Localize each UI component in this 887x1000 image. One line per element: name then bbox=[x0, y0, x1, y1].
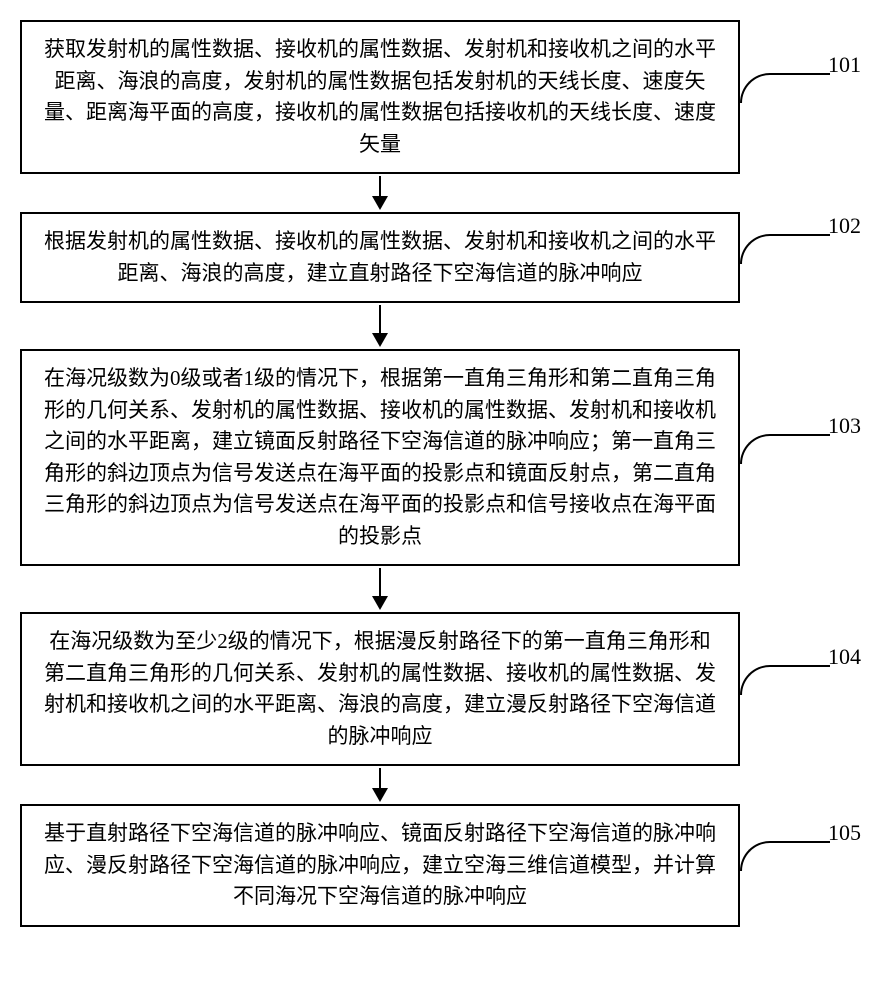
flow-box: 根据发射机的属性数据、接收机的属性数据、发射机和接收机之间的水平距离、海浪的高度… bbox=[20, 212, 740, 303]
step-label: 104 bbox=[828, 644, 861, 670]
flow-box-text: 在海况级数为至少2级的情况下，根据漫反射路径下的第一直角三角形和第二直角三角形的… bbox=[44, 629, 716, 748]
flow-box: 在海况级数为0级或者1级的情况下，根据第一直角三角形和第二直角三角形的几何关系、… bbox=[20, 349, 740, 566]
label-connector: 103 bbox=[740, 445, 877, 471]
lead-line bbox=[740, 665, 830, 695]
label-connector: 102 bbox=[740, 245, 877, 271]
flow-step-102: 根据发射机的属性数据、接收机的属性数据、发射机和接收机之间的水平距离、海浪的高度… bbox=[10, 212, 877, 303]
lead-line bbox=[740, 434, 830, 464]
flow-box-text: 根据发射机的属性数据、接收机的属性数据、发射机和接收机之间的水平距离、海浪的高度… bbox=[44, 229, 716, 285]
arrow-down-icon bbox=[372, 568, 388, 610]
lead-line bbox=[740, 234, 830, 264]
arrow-head bbox=[372, 596, 388, 610]
step-label: 105 bbox=[828, 820, 861, 846]
flow-step-105: 基于直射路径下空海信道的脉冲响应、镜面反射路径下空海信道的脉冲响应、漫反射路径下… bbox=[10, 804, 877, 927]
label-connector: 101 bbox=[740, 84, 877, 110]
flow-box: 在海况级数为至少2级的情况下，根据漫反射路径下的第一直角三角形和第二直角三角形的… bbox=[20, 612, 740, 766]
flowchart-container: 获取发射机的属性数据、接收机的属性数据、发射机和接收机之间的水平距离、海浪的高度… bbox=[10, 20, 877, 927]
arrow-head bbox=[372, 788, 388, 802]
arrow-shaft bbox=[379, 568, 381, 596]
flow-step-103: 在海况级数为0级或者1级的情况下，根据第一直角三角形和第二直角三角形的几何关系、… bbox=[10, 349, 877, 566]
lead-line bbox=[740, 841, 830, 871]
arrow-head bbox=[372, 333, 388, 347]
label-connector: 105 bbox=[740, 852, 877, 878]
flow-step-101: 获取发射机的属性数据、接收机的属性数据、发射机和接收机之间的水平距离、海浪的高度… bbox=[10, 20, 877, 174]
label-connector: 104 bbox=[740, 676, 877, 702]
step-label: 102 bbox=[828, 213, 861, 239]
flow-box-text: 获取发射机的属性数据、接收机的属性数据、发射机和接收机之间的水平距离、海浪的高度… bbox=[44, 37, 716, 156]
arrow-down-icon bbox=[372, 768, 388, 802]
step-label: 103 bbox=[828, 413, 861, 439]
arrow-shaft bbox=[379, 176, 381, 196]
lead-line bbox=[740, 73, 830, 103]
arrow-down-icon bbox=[372, 176, 388, 210]
arrow-head bbox=[372, 196, 388, 210]
step-label: 101 bbox=[828, 52, 861, 78]
arrow-shaft bbox=[379, 305, 381, 333]
flow-step-104: 在海况级数为至少2级的情况下，根据漫反射路径下的第一直角三角形和第二直角三角形的… bbox=[10, 612, 877, 766]
flow-box-text: 基于直射路径下空海信道的脉冲响应、镜面反射路径下空海信道的脉冲响应、漫反射路径下… bbox=[44, 821, 716, 908]
flow-box: 基于直射路径下空海信道的脉冲响应、镜面反射路径下空海信道的脉冲响应、漫反射路径下… bbox=[20, 804, 740, 927]
flow-box: 获取发射机的属性数据、接收机的属性数据、发射机和接收机之间的水平距离、海浪的高度… bbox=[20, 20, 740, 174]
arrow-down-icon bbox=[372, 305, 388, 347]
arrow-shaft bbox=[379, 768, 381, 788]
flow-box-text: 在海况级数为0级或者1级的情况下，根据第一直角三角形和第二直角三角形的几何关系、… bbox=[44, 366, 716, 548]
